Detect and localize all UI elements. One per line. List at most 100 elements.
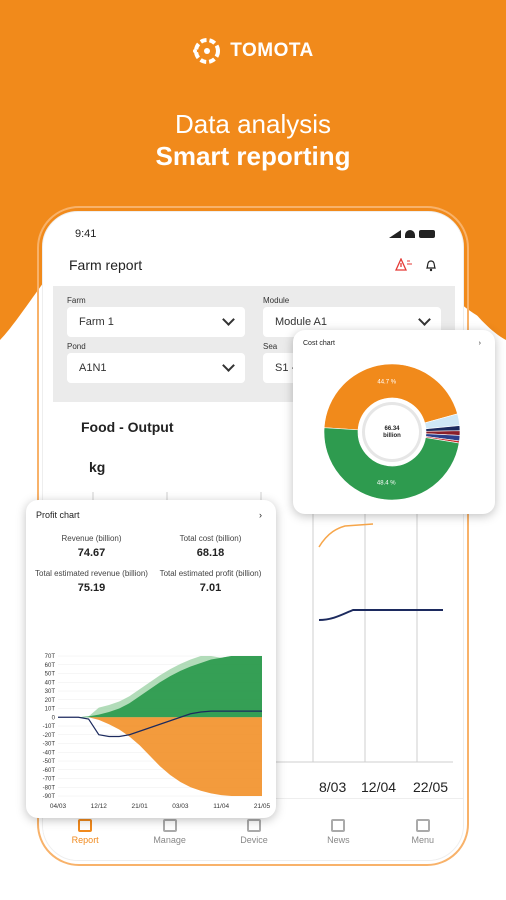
headline-line2: Smart reporting: [155, 141, 351, 171]
cost-card-header: Cost chart ›: [303, 340, 481, 347]
donut-slice-label: 44.7 %: [377, 379, 396, 385]
food-output-title: Food - Output: [81, 419, 174, 435]
bell-icon[interactable]: [425, 258, 437, 272]
x-tick-label: 21/05: [254, 803, 271, 810]
pond-filter: Pond A1N1: [67, 342, 245, 383]
alert-icon[interactable]: [395, 258, 415, 272]
y-tick-label: 10T: [45, 707, 56, 713]
stat-value: 74.67: [77, 547, 106, 559]
pond-label: Pond: [67, 342, 86, 351]
device-icon: [246, 818, 261, 832]
y-tick-label: 40T: [45, 680, 56, 686]
headline: Data analysis Smart reporting: [0, 108, 506, 172]
x-tick-label: 03/03: [172, 803, 189, 810]
tab-label: News: [327, 834, 350, 845]
x-tick-label: 12/12: [91, 803, 108, 810]
cost-card-title: Cost chart: [303, 340, 335, 347]
y-tick-label: -60T: [43, 768, 56, 774]
chevron-down-icon: [222, 359, 235, 372]
farm-label: Farm: [67, 296, 86, 305]
profit-card-title: Profit chart: [36, 510, 80, 520]
food-output-unit: kg: [89, 459, 106, 475]
x-tick-label: 22/05: [413, 779, 448, 792]
farm-value: Farm 1: [79, 316, 114, 328]
food-series-line: [318, 523, 374, 548]
x-tick-label: 11/04: [213, 803, 229, 810]
tab-label: Device: [240, 834, 268, 845]
donut-slice: [323, 363, 458, 431]
y-tick-label: -80T: [43, 785, 56, 791]
tab-report[interactable]: Report: [50, 818, 120, 845]
y-tick-label: 20T: [45, 698, 56, 704]
stat-total-cost: Total cost (billion) 68.18: [151, 534, 270, 559]
tab-device[interactable]: Device: [219, 818, 289, 845]
news-icon: [331, 818, 346, 832]
cost-chart-card[interactable]: Cost chart › 44.7 % 48.4 % 66.34 billion: [293, 330, 495, 514]
brand-header: TOMOTA: [0, 36, 506, 66]
y-tick-label: 50T: [45, 672, 56, 678]
cost-area: [58, 717, 262, 796]
menu-icon: [415, 818, 430, 832]
chevron-right-icon[interactable]: ›: [259, 510, 262, 520]
chevron-down-icon: [418, 313, 431, 326]
stat-label: Total estimated profit (billion): [159, 569, 262, 578]
tab-label: Menu: [411, 834, 434, 845]
stat-label: Revenue (billion): [61, 534, 122, 543]
stat-revenue: Revenue (billion) 74.67: [32, 534, 151, 559]
x-tick-label: 12/04: [361, 779, 396, 792]
tab-label: Report: [71, 834, 99, 845]
stat-value: 68.18: [196, 547, 225, 559]
stat-estimated-revenue: Total estimated revenue (billion) 75.19: [32, 569, 151, 594]
app-bar-icons: [395, 258, 437, 272]
farm-filter: Farm Farm 1: [67, 296, 245, 337]
manage-icon: [162, 818, 177, 832]
stat-label: Total estimated revenue (billion): [35, 569, 148, 578]
pond-select[interactable]: A1N1: [67, 353, 245, 383]
farm-select[interactable]: Farm 1: [67, 307, 245, 337]
y-tick-label: -30T: [43, 742, 56, 748]
tab-news[interactable]: News: [303, 818, 373, 845]
tab-menu[interactable]: Menu: [388, 818, 458, 845]
status-bar: 9:41: [75, 228, 435, 240]
donut-center-unit: billion: [383, 433, 401, 439]
y-tick-label: 60T: [45, 663, 56, 669]
battery-icon: [419, 230, 435, 238]
chevron-down-icon: [222, 313, 235, 326]
y-tick-label: -20T: [43, 733, 56, 739]
x-tick-label: 21/01: [131, 803, 148, 810]
chevron-right-icon[interactable]: ›: [478, 340, 481, 347]
revenue-area: [58, 656, 262, 718]
tab-label: Manage: [153, 834, 186, 845]
y-tick-label: -50T: [43, 759, 56, 765]
output-series-line: [318, 609, 443, 621]
y-tick-label: -40T: [43, 750, 56, 756]
stat-label: Total cost (billion): [179, 534, 242, 543]
donut-slice: [323, 427, 460, 501]
donut-slice-label: 48.4 %: [377, 481, 396, 487]
season-value: S1 -: [275, 362, 296, 374]
profit-line: [58, 710, 262, 738]
status-icons: [389, 228, 435, 240]
signal-icon: [389, 230, 401, 238]
pond-value: A1N1: [79, 362, 107, 374]
app-bar: Farm report: [69, 257, 437, 273]
y-tick-label: 30T: [45, 689, 56, 695]
donut-center: [365, 405, 419, 459]
tab-manage[interactable]: Manage: [135, 818, 205, 845]
stat-estimated-profit: Total estimated profit (billion) 7.01: [151, 569, 270, 594]
season-label: Sea: [263, 342, 278, 351]
y-tick-label: 70T: [45, 654, 56, 660]
module-value: Module A1: [275, 316, 327, 328]
tomota-logo-icon: [193, 38, 221, 64]
module-label: Module: [263, 296, 290, 305]
profit-stats: Revenue (billion) 74.67 Total cost (bill…: [32, 534, 270, 594]
brand-name: TOMOTA: [230, 40, 314, 61]
y-tick-label: -70T: [43, 777, 56, 783]
headline-line1: Data analysis: [174, 109, 332, 139]
stat-value: 7.01: [199, 582, 222, 594]
profit-card-header: Profit chart ›: [36, 510, 262, 520]
report-icon: [78, 818, 93, 832]
profit-chart-card[interactable]: Profit chart › Revenue (billion) 74.67 T…: [26, 500, 276, 818]
page-title: Farm report: [69, 257, 143, 273]
stat-value: 75.19: [77, 582, 106, 594]
